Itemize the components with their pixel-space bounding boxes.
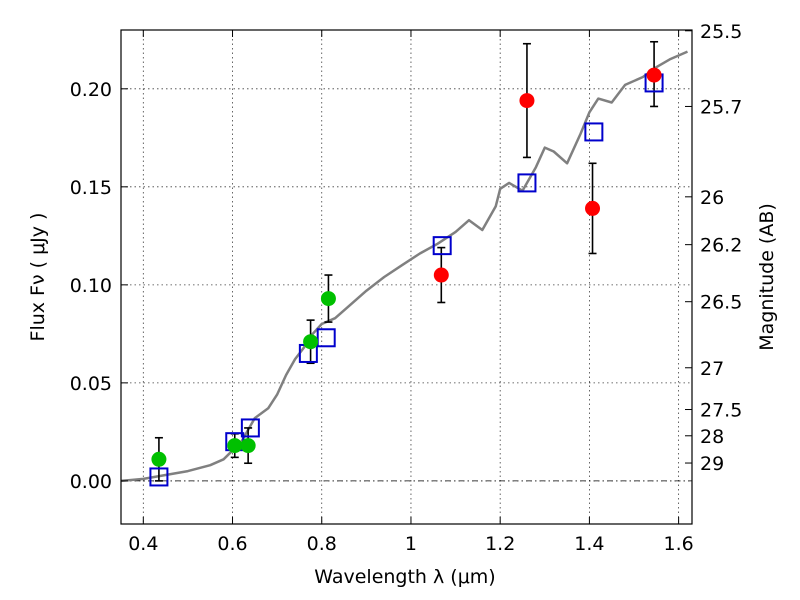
data-point-1	[240, 438, 256, 454]
data-point-1	[151, 451, 167, 467]
y-axis-ticks: 0.00 0.05 0.10 0.15 0.20	[70, 79, 128, 493]
spectrum-line	[120, 50, 689, 483]
plot-frame	[120, 29, 693, 525]
right-tick-label: 27	[700, 358, 724, 380]
observed-photometry-markers	[151, 67, 662, 467]
right-tick-label: 26.5	[700, 292, 742, 314]
model-square-marker	[584, 122, 604, 142]
data-point-2	[433, 267, 449, 283]
right-tick-label: 25.5	[700, 21, 742, 43]
data-point-1	[227, 438, 243, 454]
data-point-2	[585, 200, 601, 216]
template-spectrum	[120, 50, 689, 483]
model-square-marker	[517, 173, 537, 193]
x-tick-label: 1	[405, 533, 417, 555]
right-axis-title: Magnitude (AB)	[756, 203, 778, 351]
right-tick-label: 26.2	[700, 235, 742, 257]
x-axis-ticks: 0.4 0.6 0.8 1 1.2 1.4 1.6	[128, 30, 694, 555]
y-axis-title: Flux Fν ( μJy )	[27, 213, 49, 342]
x-tick-label: 0.4	[128, 533, 158, 555]
model-square-marker	[316, 328, 336, 348]
data-point-1	[320, 291, 336, 307]
data-point-2	[519, 93, 535, 109]
x-tick-label: 1.6	[664, 533, 694, 555]
x-tick-label: 1.2	[485, 533, 515, 555]
y-tick-label: 0.20	[70, 79, 112, 101]
data-point-1	[303, 334, 319, 350]
right-tick-label: 28	[700, 426, 724, 448]
y-tick-label: 0.15	[70, 177, 112, 199]
x-axis-title: Wavelength λ (μm)	[314, 566, 495, 588]
y-tick-label: 0.05	[70, 373, 112, 395]
data-point-2	[646, 67, 662, 83]
model-square-marker	[149, 467, 169, 487]
y-tick-label: 0.10	[70, 275, 112, 297]
y-tick-label: 0.00	[70, 471, 112, 493]
x-tick-label: 1.4	[574, 533, 604, 555]
right-tick-label: 25.7	[700, 96, 742, 118]
x-tick-label: 0.6	[217, 533, 247, 555]
model-square-marker	[432, 236, 452, 256]
x-tick-label: 0.8	[307, 533, 337, 555]
right-tick-label: 27.5	[700, 400, 742, 422]
right-tick-label: 26	[700, 187, 724, 209]
right-tick-label: 29	[700, 453, 724, 475]
right-axis-ticks: 25.5 25.7 26 26.2 26.5 27 27.5 28 29	[685, 21, 742, 475]
model-square-marker	[240, 418, 260, 438]
